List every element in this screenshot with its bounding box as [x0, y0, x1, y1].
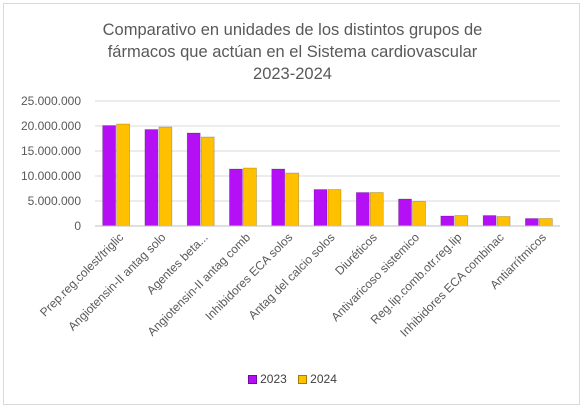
bar-2023 [482, 215, 497, 227]
bar-2024 [285, 172, 300, 227]
legend-item-2024: 2024 [298, 372, 337, 386]
bar-2023 [229, 168, 243, 227]
legend-label-2024: 2024 [310, 372, 337, 386]
bar-2024 [158, 126, 173, 227]
chart-title-line-1: Comparativo en unidades de los distintos… [102, 21, 483, 39]
bar-2023 [271, 168, 286, 227]
y-tick-label: 25.000.000 [21, 94, 81, 108]
bar-2023 [144, 129, 159, 227]
bar-2023 [102, 125, 116, 227]
bar-2023 [313, 189, 328, 227]
bar-2024 [200, 136, 215, 227]
y-tick-label: 5.000.000 [28, 194, 82, 208]
legend-swatch-2024 [298, 374, 308, 384]
y-tick-label: 0 [74, 219, 81, 233]
bar-2023 [525, 218, 539, 227]
x-tick-label: Antag del calcio solos [246, 230, 338, 322]
chart-title-line-2: fármacos que actúan en el Sistema cardio… [107, 43, 478, 61]
bar-2024 [496, 216, 511, 227]
y-tick-label: 15.000.000 [21, 144, 81, 158]
bar-2024 [327, 189, 342, 227]
bar-2023 [355, 192, 370, 227]
bar-2024 [243, 167, 257, 227]
bar-2024 [116, 123, 130, 227]
bar-2023 [440, 215, 455, 227]
legend-item-2023: 2023 [248, 372, 287, 386]
y-tick-label: 20.000.000 [21, 119, 81, 133]
bar-2023 [398, 198, 412, 227]
bar-2024 [539, 218, 553, 227]
chart-legend: 2023 2024 [0, 372, 585, 387]
bar-2024 [412, 201, 426, 227]
chart-title-line-3: 2023-2024 [253, 65, 332, 83]
bar-2024 [369, 192, 384, 227]
legend-label-2023: 2023 [260, 372, 287, 386]
legend-swatch-2023 [248, 374, 258, 384]
y-tick-label: 10.000.000 [21, 169, 81, 183]
bar-2024 [454, 215, 469, 227]
bar-2023 [186, 132, 201, 227]
